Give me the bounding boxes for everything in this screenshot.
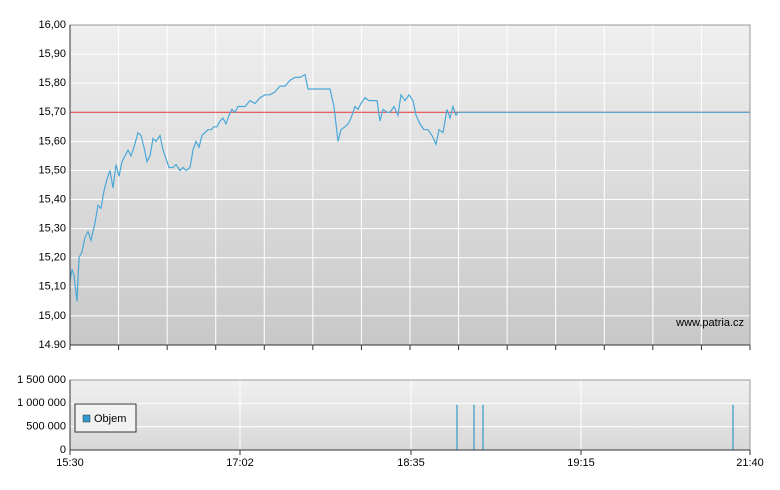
price-line: [69, 73, 750, 302]
y-tick-label: 1 500 000: [17, 374, 66, 386]
y-tick-label: 15,10: [38, 281, 66, 293]
y-tick-label: 1 000 000: [17, 397, 66, 409]
x-tick-label: 17:02: [226, 457, 254, 469]
y-tick-label: 15,50: [38, 164, 66, 176]
x-tick-label: 21:40: [736, 457, 764, 469]
legend-swatch: [82, 414, 91, 423]
x-tick-label: 15:30: [56, 457, 84, 469]
plot-area: [70, 380, 750, 450]
watermark: www.patria.cz: [675, 317, 744, 329]
x-tick-label: 19:15: [567, 457, 595, 469]
volume-bar: [732, 404, 734, 450]
y-tick-label: 15,80: [38, 77, 66, 89]
volume-bar: [473, 404, 475, 450]
volume-bar: [482, 404, 484, 450]
y-tick-label: 15,70: [38, 106, 66, 118]
y-tick-label: 15,20: [38, 252, 66, 264]
y-tick-label: 0: [60, 444, 66, 456]
y-tick-label: 500 000: [26, 421, 66, 433]
y-tick-label: 15,60: [38, 135, 66, 147]
y-tick-label: 15,90: [38, 48, 66, 60]
y-tick-label: 15,40: [38, 193, 66, 205]
y-tick-label: 15,00: [38, 310, 66, 322]
y-tick-label: 14.90: [38, 339, 66, 351]
y-tick-label: 16,00: [38, 19, 66, 31]
volume-bar: [456, 404, 458, 450]
x-tick-label: 18:35: [397, 457, 425, 469]
legend-label: Objem: [94, 413, 126, 425]
y-tick-label: 15,30: [38, 223, 66, 235]
